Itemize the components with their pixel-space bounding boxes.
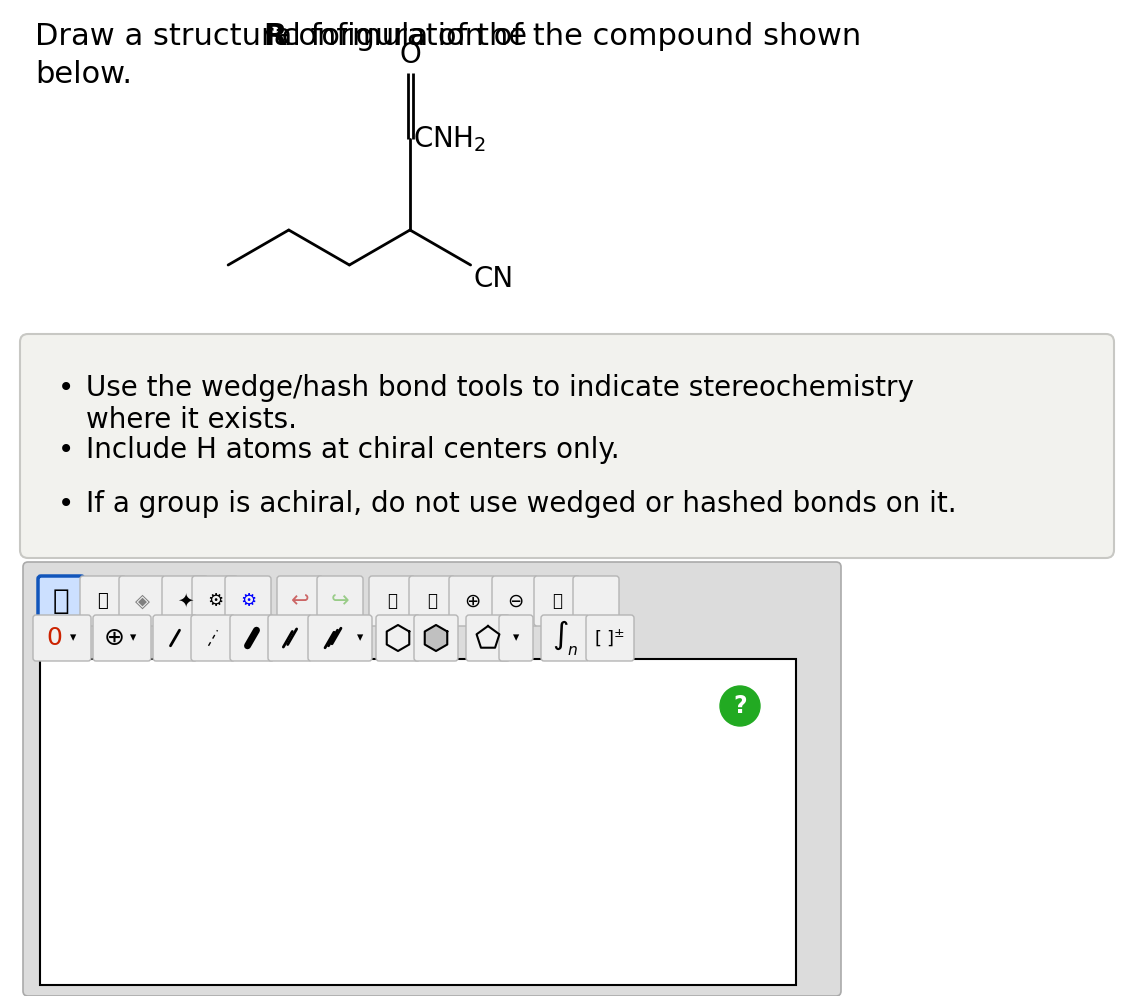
- Text: $\int_n$: $\int_n$: [552, 619, 578, 658]
- FancyBboxPatch shape: [534, 576, 580, 626]
- FancyBboxPatch shape: [268, 615, 312, 661]
- FancyBboxPatch shape: [33, 615, 91, 661]
- Text: below.: below.: [35, 60, 132, 89]
- FancyBboxPatch shape: [225, 576, 272, 626]
- Text: ⊖: ⊖: [507, 592, 524, 611]
- Text: 🧪: 🧪: [98, 592, 108, 610]
- FancyBboxPatch shape: [492, 576, 538, 626]
- Text: ⚙: ⚙: [240, 592, 256, 610]
- Text: ⊕: ⊕: [103, 626, 125, 650]
- FancyBboxPatch shape: [586, 615, 634, 661]
- Text: ◈: ◈: [134, 592, 150, 611]
- Text: ↩: ↩: [291, 591, 309, 611]
- Text: •: •: [58, 490, 74, 518]
- Circle shape: [720, 686, 760, 726]
- FancyBboxPatch shape: [93, 615, 151, 661]
- Text: ✋: ✋: [52, 587, 69, 615]
- FancyBboxPatch shape: [414, 615, 458, 661]
- Text: •: •: [58, 374, 74, 402]
- FancyBboxPatch shape: [37, 576, 84, 626]
- FancyBboxPatch shape: [153, 615, 197, 661]
- FancyBboxPatch shape: [229, 615, 274, 661]
- Text: Use the wedge/hash bond tools to indicate stereochemistry: Use the wedge/hash bond tools to indicat…: [86, 374, 913, 402]
- Text: 0: 0: [47, 626, 62, 650]
- Text: ?: ?: [733, 694, 746, 718]
- FancyBboxPatch shape: [317, 576, 364, 626]
- FancyBboxPatch shape: [409, 576, 456, 626]
- FancyBboxPatch shape: [277, 576, 323, 626]
- Text: ⊕: ⊕: [463, 592, 481, 611]
- FancyBboxPatch shape: [192, 576, 239, 626]
- FancyBboxPatch shape: [573, 576, 619, 626]
- Text: ⚙: ⚙: [207, 592, 223, 610]
- Bar: [40, 659, 796, 985]
- Text: ↪: ↪: [331, 591, 349, 611]
- Text: where it exists.: where it exists.: [86, 406, 296, 434]
- FancyBboxPatch shape: [80, 576, 126, 626]
- Text: Draw a structural formula of the: Draw a structural formula of the: [35, 22, 537, 51]
- Polygon shape: [425, 625, 448, 651]
- FancyBboxPatch shape: [499, 615, 533, 661]
- FancyBboxPatch shape: [191, 615, 235, 661]
- Text: ▾: ▾: [512, 631, 519, 644]
- FancyBboxPatch shape: [119, 576, 165, 626]
- Text: [ ]$^{\pm}$: [ ]$^{\pm}$: [594, 627, 626, 648]
- FancyBboxPatch shape: [20, 334, 1114, 558]
- Text: Include H atoms at chiral centers only.: Include H atoms at chiral centers only.: [86, 436, 619, 464]
- FancyBboxPatch shape: [369, 576, 415, 626]
- Text: CNH$_2$: CNH$_2$: [414, 124, 486, 154]
- Text: ▾: ▾: [130, 631, 136, 644]
- Text: R: R: [264, 22, 287, 51]
- Text: configuration of the compound shown: configuration of the compound shown: [272, 22, 861, 51]
- FancyBboxPatch shape: [162, 576, 208, 626]
- Text: O: O: [399, 41, 420, 69]
- FancyBboxPatch shape: [308, 615, 371, 661]
- Text: ▾: ▾: [357, 631, 364, 644]
- Text: CN: CN: [474, 265, 513, 293]
- Text: 🎨: 🎨: [552, 592, 562, 610]
- Text: If a group is achiral, do not use wedged or hashed bonds on it.: If a group is achiral, do not use wedged…: [86, 490, 957, 518]
- Text: ▾: ▾: [70, 631, 76, 644]
- FancyBboxPatch shape: [466, 615, 510, 661]
- FancyBboxPatch shape: [376, 615, 420, 661]
- Text: •: •: [58, 436, 74, 464]
- FancyBboxPatch shape: [541, 615, 588, 661]
- Text: 🔑: 🔑: [387, 592, 396, 610]
- FancyBboxPatch shape: [449, 576, 495, 626]
- Text: ✦: ✦: [177, 592, 193, 611]
- FancyBboxPatch shape: [23, 562, 841, 996]
- Text: 📦: 📦: [427, 592, 437, 610]
